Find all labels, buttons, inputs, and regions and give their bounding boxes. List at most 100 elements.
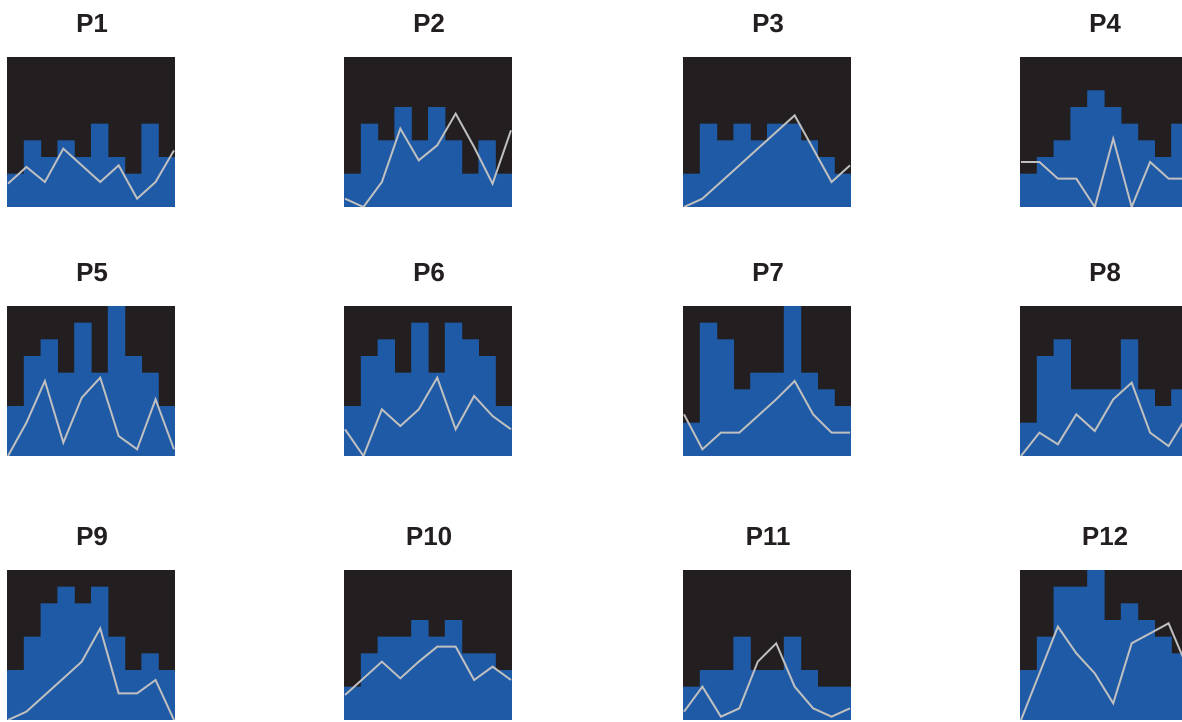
series-line [683, 113, 851, 207]
panel-plot [683, 57, 851, 207]
bar [394, 636, 412, 720]
bar [377, 636, 395, 720]
bar [1020, 422, 1038, 456]
bar [1053, 339, 1071, 456]
panel-title: P1 [76, 8, 108, 38]
bar [428, 372, 446, 456]
bar [767, 670, 785, 720]
bar [444, 140, 463, 207]
bar [23, 356, 42, 456]
panel-plot [344, 570, 512, 720]
bar [23, 140, 42, 207]
bar [733, 123, 751, 207]
panel-title: P4 [1089, 8, 1121, 38]
bar [1171, 123, 1182, 207]
chart-panel-6: P6 [344, 249, 514, 456]
series-line [344, 645, 512, 696]
bar [733, 389, 751, 456]
bar [57, 140, 75, 207]
chart-panel-2: P2 [344, 0, 514, 207]
chart-panel-4: P4 [1020, 0, 1182, 207]
panel-plot [7, 306, 175, 456]
bar [1020, 173, 1038, 207]
bar [360, 123, 379, 207]
panel-title: P11 [745, 521, 791, 551]
bar [800, 140, 818, 207]
series-line [344, 111, 512, 207]
panel-plot [1020, 57, 1182, 207]
bar [1036, 356, 1055, 456]
bar [344, 406, 362, 456]
panel-title: P6 [413, 257, 445, 287]
panel-plot [7, 57, 175, 207]
bar [360, 653, 379, 720]
bar [699, 123, 718, 207]
bar [1036, 636, 1055, 720]
bar [91, 372, 109, 456]
bar [461, 653, 479, 720]
bar [1070, 107, 1088, 207]
panel-plot [1020, 570, 1182, 720]
series-line [1020, 621, 1182, 720]
bar [834, 686, 851, 720]
bar [428, 636, 446, 720]
bar [750, 140, 768, 207]
bar [1020, 670, 1038, 720]
bar [107, 306, 126, 456]
series-line [7, 625, 175, 720]
series-line [683, 641, 851, 718]
bar [91, 123, 109, 207]
bar [124, 670, 142, 720]
bar [428, 107, 446, 207]
bar [107, 636, 126, 720]
panel-title: P3 [752, 8, 784, 38]
series-line [7, 375, 175, 456]
bar [1120, 339, 1139, 456]
bar [683, 422, 701, 456]
panel-plot [683, 570, 851, 720]
bar [817, 157, 835, 207]
bar [23, 636, 42, 720]
panel-title: P9 [76, 521, 108, 551]
panel-title: P10 [405, 521, 453, 551]
bar [750, 670, 768, 720]
bar [767, 372, 785, 456]
bar [800, 372, 818, 456]
bar [783, 123, 802, 207]
bar [1154, 406, 1172, 456]
bar [107, 157, 126, 207]
bar [461, 339, 479, 456]
chart-panel-8: P8 [1020, 249, 1182, 456]
series-line [344, 375, 512, 456]
panel-title: P2 [413, 8, 445, 38]
chart-panel-12: P12 [1020, 513, 1182, 720]
bar [1154, 636, 1172, 720]
panel-plot [344, 306, 512, 456]
bar [344, 686, 362, 720]
chart-panel-5: P5 [7, 249, 177, 456]
series-line [7, 147, 175, 201]
bar [141, 123, 159, 207]
bar [716, 670, 734, 720]
bar [91, 586, 109, 720]
bar [767, 123, 785, 207]
bar [74, 157, 92, 207]
panel-title: P12 [1081, 521, 1129, 551]
bar [74, 322, 92, 456]
bar [1036, 157, 1055, 207]
bar [495, 173, 512, 207]
chart-panel-11: P11 [683, 513, 853, 720]
bar [783, 306, 802, 456]
bar [478, 653, 496, 720]
bar [1087, 570, 1105, 720]
bar [1070, 389, 1088, 456]
bar [1053, 140, 1071, 207]
panel-plot [683, 306, 851, 456]
bar [7, 670, 25, 720]
bar [834, 173, 851, 207]
series-line [1020, 380, 1182, 456]
bar [40, 603, 58, 720]
bar [1171, 653, 1182, 720]
panel-title: P7 [752, 257, 784, 287]
